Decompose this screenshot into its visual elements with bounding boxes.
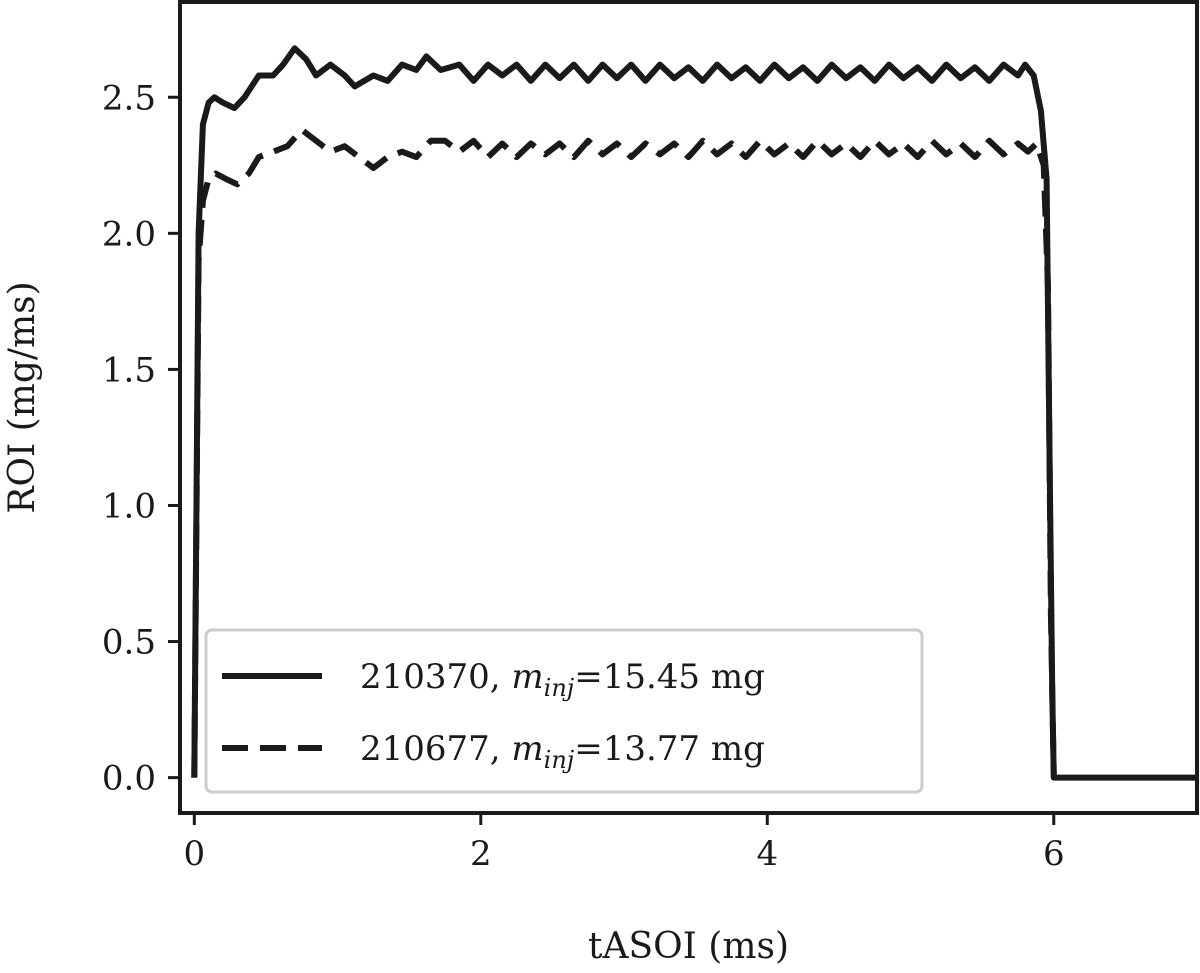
x-tick-label: 0 (184, 834, 206, 874)
legend: 210370, minj=15.45 mg 210677, minj=13.77 … (204, 628, 924, 794)
y-tick-label: 2.0 (102, 214, 156, 254)
y-tick-label: 1.5 (102, 350, 156, 390)
legend-label-2: 210677, minj=13.77 mg (360, 729, 765, 774)
series-line-2 (191, 126, 1057, 778)
y-tick-label: 0.5 (102, 623, 156, 663)
series-layer (191, 45, 1197, 781)
series-line-1 (191, 45, 1197, 781)
legend-box (204, 628, 924, 794)
x-tick-label: 2 (470, 834, 492, 874)
x-axis-label: tASOI (ms) (588, 926, 789, 967)
y-tick-label: 0.0 (102, 759, 156, 799)
x-tick-label: 4 (756, 834, 778, 874)
plot-frame (178, 0, 1199, 815)
y-axis-label: ROI (mg/ms) (2, 281, 43, 513)
ticks-layer: 0 2 4 6 0.0 0.5 1.0 1.5 2.0 2.5 (102, 78, 1065, 874)
legend-label-1: 210370, minj=15.45 mg (360, 657, 765, 702)
y-tick-label: 2.5 (102, 78, 156, 118)
y-tick-label: 1.0 (102, 486, 156, 526)
x-tick-label: 6 (1043, 834, 1065, 874)
